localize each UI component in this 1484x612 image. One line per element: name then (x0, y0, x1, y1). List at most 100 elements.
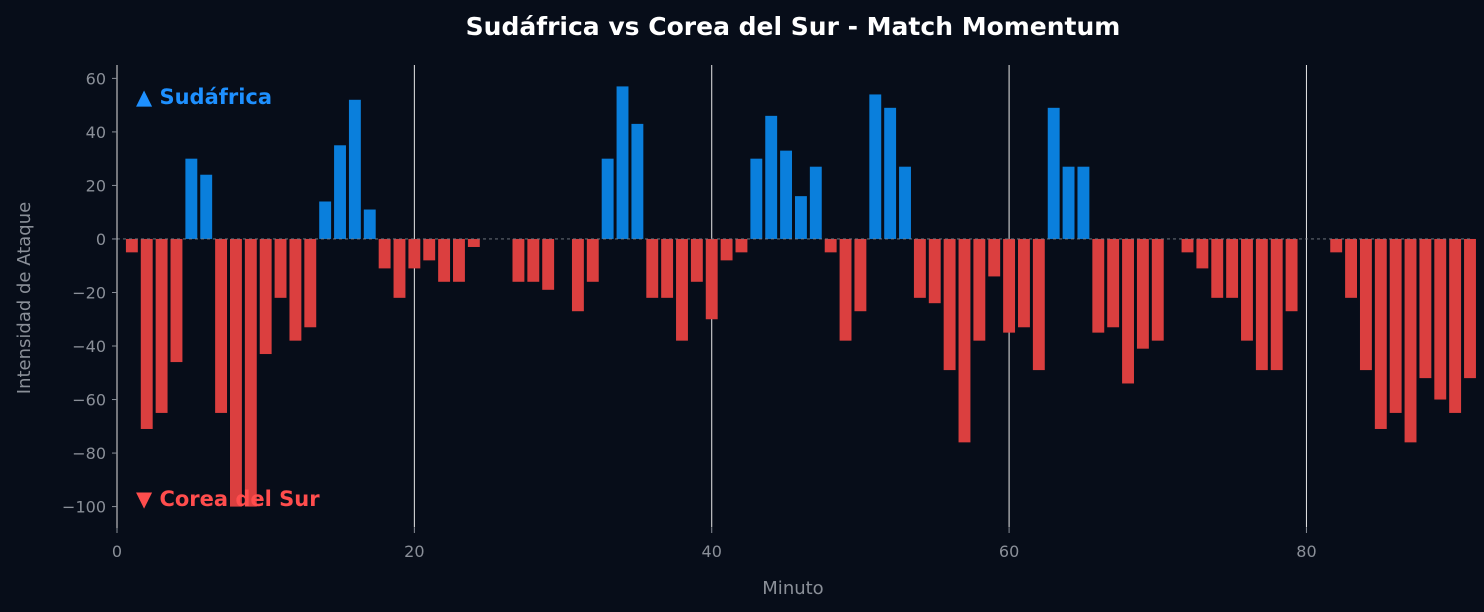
bar-corea-del-sur (215, 238, 228, 413)
bar-corea-del-sur (244, 238, 257, 507)
bar-corea-del-sur (438, 238, 451, 282)
x-tick-label: 60 (999, 542, 1019, 561)
bar-corea-del-sur (1464, 238, 1476, 379)
bar-sudafrica (319, 201, 332, 239)
y-axis-label: Intensidad de Ataque (14, 202, 35, 394)
bar-corea-del-sur (824, 238, 837, 253)
y-tick-label: −20 (72, 283, 106, 302)
bar-sudafrica (794, 196, 807, 239)
bar-corea-del-sur (973, 238, 986, 341)
bar-corea-del-sur (1419, 238, 1432, 379)
bar-corea-del-sur (140, 238, 153, 429)
bar-corea-del-sur (1018, 238, 1030, 328)
bar-corea-del-sur (1092, 238, 1105, 333)
bar-corea-del-sur (988, 238, 1001, 277)
bar-corea-del-sur (913, 238, 926, 298)
bar-corea-del-sur (155, 238, 168, 413)
x-tick-label: 80 (1296, 542, 1316, 561)
legend-sudafrica: ▲ Sudáfrica (136, 85, 272, 109)
bar-corea-del-sur (1255, 238, 1268, 371)
bar-corea-del-sur (1345, 238, 1358, 298)
y-tick-label: 20 (86, 176, 106, 195)
y-tick-label: 40 (86, 123, 106, 142)
bar-corea-del-sur (1196, 238, 1209, 269)
bar-corea-del-sur (705, 238, 718, 320)
bar-corea-del-sur (1241, 238, 1253, 341)
bar-corea-del-sur (1359, 238, 1372, 371)
bar-corea-del-sur (1181, 238, 1194, 253)
bar-corea-del-sur (1151, 238, 1164, 341)
bar-sudafrica (869, 94, 882, 239)
bar-corea-del-sur (1270, 238, 1283, 371)
bar-corea-del-sur (1211, 238, 1224, 298)
bar-sudafrica (750, 158, 763, 239)
bar-corea-del-sur (676, 238, 688, 341)
x-axis-ticks: 0 20 40 60 80 (112, 528, 1317, 561)
bar-corea-del-sur (229, 238, 242, 507)
bar-sudafrica (348, 99, 361, 239)
bar-corea-del-sur (170, 238, 183, 363)
bar-sudafrica (616, 86, 629, 239)
y-tick-label: −80 (72, 444, 106, 463)
bar-sudafrica (1062, 166, 1075, 239)
bar-corea-del-sur (393, 238, 406, 298)
bar-corea-del-sur (1374, 238, 1387, 429)
bar-corea-del-sur (1107, 238, 1120, 328)
bar-sudafrica (363, 209, 376, 239)
y-tick-label: −40 (72, 337, 106, 356)
bar-corea-del-sur (958, 238, 971, 443)
bar-sudafrica (185, 158, 198, 239)
bar-corea-del-sur (1434, 238, 1447, 400)
x-axis-label: Minuto (762, 578, 823, 599)
x-tick-label: 20 (404, 542, 424, 561)
bar-corea-del-sur (125, 238, 138, 253)
bar-corea-del-sur (1285, 238, 1298, 312)
bar-corea-del-sur (943, 238, 956, 371)
bar-corea-del-sur (1404, 238, 1417, 443)
bar-corea-del-sur (571, 238, 584, 312)
bar-corea-del-sur (1449, 238, 1462, 413)
y-axis-ticks: 60 40 20 0 −20 −40 −60 −80 −100 (62, 69, 117, 517)
bar-corea-del-sur (542, 238, 555, 290)
bar-corea-del-sur (661, 238, 674, 298)
bar-sudafrica (809, 166, 822, 239)
bars (125, 86, 1476, 507)
bar-sudafrica (899, 166, 911, 239)
bar-corea-del-sur (408, 238, 421, 269)
bar-sudafrica (631, 123, 644, 239)
x-tick-label: 0 (112, 542, 122, 561)
y-tick-label: 0 (96, 230, 106, 249)
x-tick-label: 40 (702, 542, 722, 561)
y-tick-label: 60 (86, 69, 106, 88)
bar-corea-del-sur (1122, 238, 1134, 384)
y-tick-label: −60 (72, 391, 106, 410)
bar-corea-del-sur (690, 238, 703, 282)
bar-corea-del-sur (646, 238, 659, 298)
bar-sudafrica (334, 145, 346, 239)
bar-corea-del-sur (304, 238, 317, 328)
bar-corea-del-sur (289, 238, 302, 341)
bar-corea-del-sur (512, 238, 525, 282)
chart-title: Sudáfrica vs Corea del Sur - Match Momen… (466, 12, 1121, 41)
legend-corea-del-sur: ▼ Corea del Sur (136, 487, 320, 511)
bar-corea-del-sur (1226, 238, 1239, 298)
bar-corea-del-sur (378, 238, 391, 269)
bar-sudafrica (884, 107, 897, 239)
bar-corea-del-sur (928, 238, 941, 304)
bar-sudafrica (780, 150, 793, 239)
bar-corea-del-sur (839, 238, 852, 341)
bar-corea-del-sur (1003, 238, 1016, 333)
bar-sudafrica (1077, 166, 1090, 239)
bar-sudafrica (765, 115, 778, 239)
bar-corea-del-sur (735, 238, 748, 253)
bar-corea-del-sur (586, 238, 599, 282)
bar-corea-del-sur (527, 238, 540, 282)
bar-sudafrica (200, 174, 213, 239)
bar-corea-del-sur (1032, 238, 1045, 371)
bar-corea-del-sur (467, 238, 480, 247)
bar-corea-del-sur (274, 238, 287, 298)
y-tick-label: −100 (62, 498, 106, 517)
bar-corea-del-sur (1330, 238, 1343, 253)
bar-corea-del-sur (259, 238, 272, 355)
